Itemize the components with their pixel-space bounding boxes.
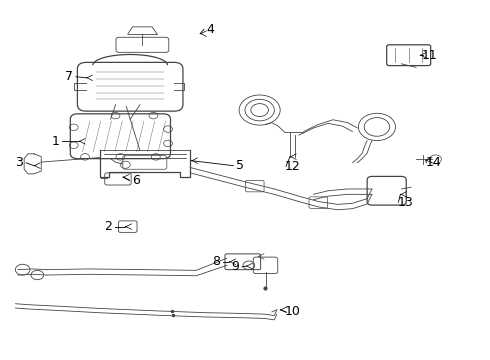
Text: 6: 6 bbox=[133, 174, 141, 187]
Text: 8: 8 bbox=[212, 255, 220, 268]
Text: 5: 5 bbox=[236, 159, 244, 172]
Text: 7: 7 bbox=[65, 70, 73, 83]
Text: 1: 1 bbox=[51, 135, 59, 148]
Text: 2: 2 bbox=[104, 220, 112, 233]
Text: 3: 3 bbox=[15, 156, 23, 169]
Text: 11: 11 bbox=[422, 49, 438, 62]
Text: 14: 14 bbox=[425, 156, 441, 169]
Text: 13: 13 bbox=[397, 196, 413, 209]
Text: 10: 10 bbox=[285, 306, 301, 319]
Text: 9: 9 bbox=[231, 260, 239, 273]
Text: 4: 4 bbox=[207, 23, 215, 36]
Text: 12: 12 bbox=[285, 160, 301, 173]
